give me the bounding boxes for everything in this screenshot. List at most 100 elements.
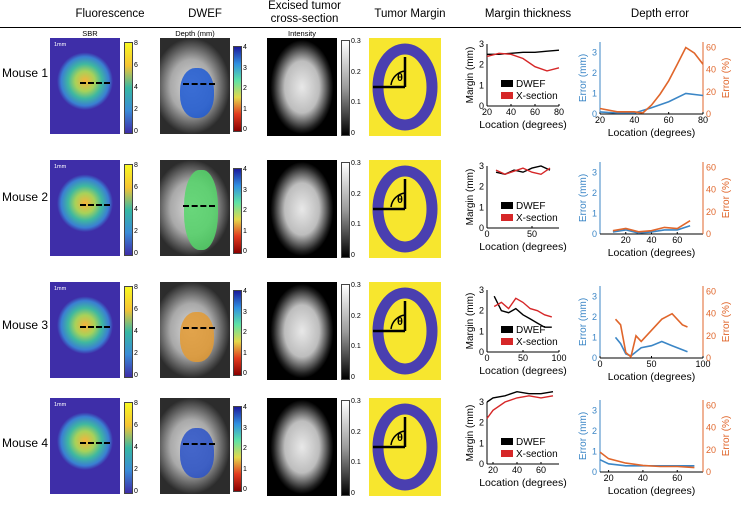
fluorescence-image-mouse-3 <box>50 282 120 378</box>
intensity-colorbar-mouse-1 <box>341 40 350 136</box>
legend-label-dwef-mouse-1: DWEF <box>516 79 545 90</box>
error-xtick-label-mouse-1: 60 <box>664 115 674 125</box>
legend-swatch-xsection-mouse-1 <box>501 92 513 99</box>
thickness-xtick-label-mouse-4: 40 <box>512 465 522 475</box>
theta-label-mouse-4: θ <box>397 432 403 444</box>
thickness-ytick-label-mouse-1: 1 <box>479 80 484 90</box>
intensity-colorbar-mouse-4-tick: 0.2 <box>351 428 361 436</box>
legend-swatch-xsection-mouse-3 <box>501 338 513 345</box>
thickness-xtick-label-mouse-2: 50 <box>527 229 537 239</box>
sbr-colorbar-mouse-3 <box>124 286 133 378</box>
depth-colorbar-mouse-4-tick: 3 <box>243 424 247 432</box>
legend-swatch-dwef-mouse-3 <box>501 326 513 333</box>
error-xlabel-mouse-4: Location (degrees) <box>608 485 696 497</box>
error-y2tick-label-mouse-4: 0 <box>706 467 711 477</box>
error-y2tick-label-mouse-2: 20 <box>706 207 716 217</box>
row-label-mouse-1: Mouse 1 <box>2 66 49 80</box>
sbr-colorbar-mouse-4-tick: 8 <box>134 400 138 407</box>
intensity-colorbar-mouse-1-tick: 0.1 <box>351 99 361 107</box>
error-ytick-label-mouse-3: 3 <box>592 291 597 301</box>
legend-label-dwef-mouse-3: DWEF <box>516 325 545 336</box>
thickness-ytick-label-mouse-4: 3 <box>479 397 484 407</box>
depth-colorbar-mouse-4-tick: 0 <box>243 486 247 493</box>
intensity-colorbar-mouse-4-tick: 0 <box>351 490 355 497</box>
thickness-ytick-label-mouse-2: 0 <box>479 223 484 233</box>
depth-colorbar-mouse-3 <box>233 290 242 376</box>
error-xlabel-mouse-2: Location (degrees) <box>608 247 696 259</box>
error-ytick-label-mouse-4: 3 <box>592 405 597 415</box>
depth-colorbar-mouse-1-tick: 3 <box>243 64 247 72</box>
error-ytick-label-mouse-1: 0 <box>592 109 597 119</box>
error-ytick-label-mouse-4: 1 <box>592 446 597 456</box>
fluorescence-image-mouse-4 <box>50 398 120 494</box>
dwef-depth-overlay-mouse-2 <box>184 170 218 250</box>
legend-label-dwef-mouse-2: DWEF <box>516 201 545 212</box>
theta-label-mouse-1: θ <box>397 72 403 84</box>
error-series-percent-mouse-1 <box>599 46 704 114</box>
error-ytick-label-mouse-3: 2 <box>592 312 597 322</box>
legend-label-xsection-mouse-1: X-section <box>516 91 558 102</box>
excised-image-mouse-2 <box>267 160 337 258</box>
margin-angle-arc-mouse-2 <box>390 192 406 208</box>
error-ytick-label-mouse-1: 1 <box>592 88 597 98</box>
thickness-ytick-label-mouse-3: 0 <box>479 347 484 357</box>
thickness-xtick-label-mouse-1: 60 <box>530 107 540 117</box>
error-y2tick-label-mouse-2: 60 <box>706 163 716 173</box>
depth-colorbar-mouse-2-tick: 0 <box>243 248 247 255</box>
depth-colorbar-mouse-2-tick: 1 <box>243 227 247 235</box>
sbr-colorbar-mouse-1 <box>124 42 133 134</box>
error-xtick-label-mouse-1: 20 <box>595 115 605 125</box>
error-ytick-label-mouse-2: 2 <box>592 188 597 198</box>
thickness-ytick-label-mouse-3: 1 <box>479 326 484 336</box>
sbr-subheader: SBR <box>82 29 98 38</box>
thickness-ylabel-mouse-2: Margin (mm) <box>465 169 476 226</box>
error-y2tick-label-mouse-4: 40 <box>706 423 716 433</box>
excised-image-mouse-1 <box>267 38 337 136</box>
error-series-mm-mouse-2 <box>612 225 691 234</box>
error-y2tick-label-mouse-4: 20 <box>706 445 716 455</box>
error-y2tick-label-mouse-1: 40 <box>706 65 716 75</box>
legend-label-xsection-mouse-4: X-section <box>516 449 558 460</box>
error-ylabel-mouse-4: Error (mm) <box>578 412 589 460</box>
thickness-ylabel-mouse-4: Margin (mm) <box>465 405 476 462</box>
depth-colorbar-mouse-2-tick: 3 <box>243 186 247 194</box>
thickness-ytick-label-mouse-1: 0 <box>479 101 484 111</box>
depth-colorbar-mouse-3-tick: 1 <box>243 349 247 357</box>
sbr-colorbar-mouse-1-tick: 6 <box>134 62 138 69</box>
legend-swatch-dwef-mouse-2 <box>501 202 513 209</box>
intensity-colorbar-mouse-3-tick: 0.1 <box>351 343 361 351</box>
intensity-colorbar-mouse-1-tick: 0.3 <box>351 38 361 45</box>
error-ytick-label-mouse-2: 0 <box>592 229 597 239</box>
legend-label-xsection-mouse-2: X-section <box>516 213 558 224</box>
thickness-ytick-label-mouse-2: 1 <box>479 202 484 212</box>
error-xtick-label-mouse-4: 60 <box>672 473 682 483</box>
margin-header: Tumor Margin <box>374 8 446 20</box>
intensity-colorbar-mouse-3-tick: 0.2 <box>351 312 361 320</box>
theta-label-mouse-3: θ <box>397 316 403 328</box>
error-ylabel-mouse-3: Error (mm) <box>578 298 589 346</box>
row-label-mouse-3: Mouse 3 <box>2 318 49 332</box>
error-y2tick-label-mouse-3: 20 <box>706 331 716 341</box>
thickness-xtick-label-mouse-1: 80 <box>554 107 564 117</box>
error-xtick-label-mouse-2: 60 <box>672 235 682 245</box>
error-ytick-label-mouse-4: 0 <box>592 467 597 477</box>
sbr-colorbar-mouse-3-tick: 6 <box>134 306 138 313</box>
intensity-colorbar-mouse-2-tick: 0.1 <box>351 221 361 229</box>
intensity-subheader: Intensity <box>288 29 316 38</box>
sbr-colorbar-mouse-1-tick: 4 <box>134 84 138 91</box>
sbr-colorbar-mouse-4-tick: 6 <box>134 422 138 429</box>
error-ytick-label-mouse-4: 2 <box>592 426 597 436</box>
thickness-xlabel-mouse-1: Location (degrees) <box>479 119 567 131</box>
depth-colorbar-mouse-1-tick: 4 <box>243 44 247 51</box>
error-y2tick-label-mouse-3: 40 <box>706 309 716 319</box>
depth-colorbar-mouse-4-tick: 1 <box>243 465 247 473</box>
legend-label-dwef-mouse-4: DWEF <box>516 437 545 448</box>
error-ylabel-mouse-2: Error (mm) <box>578 174 589 222</box>
thickness-xtick-label-mouse-3: 100 <box>551 353 566 363</box>
sbr-colorbar-mouse-4-tick: 0 <box>134 488 138 495</box>
error-xtick-label-mouse-3: 50 <box>646 359 656 369</box>
error-ytick-label-mouse-1: 2 <box>592 68 597 78</box>
dwef-cut-line-mouse-1 <box>183 83 215 85</box>
error-series-percent-mouse-4 <box>599 451 695 469</box>
